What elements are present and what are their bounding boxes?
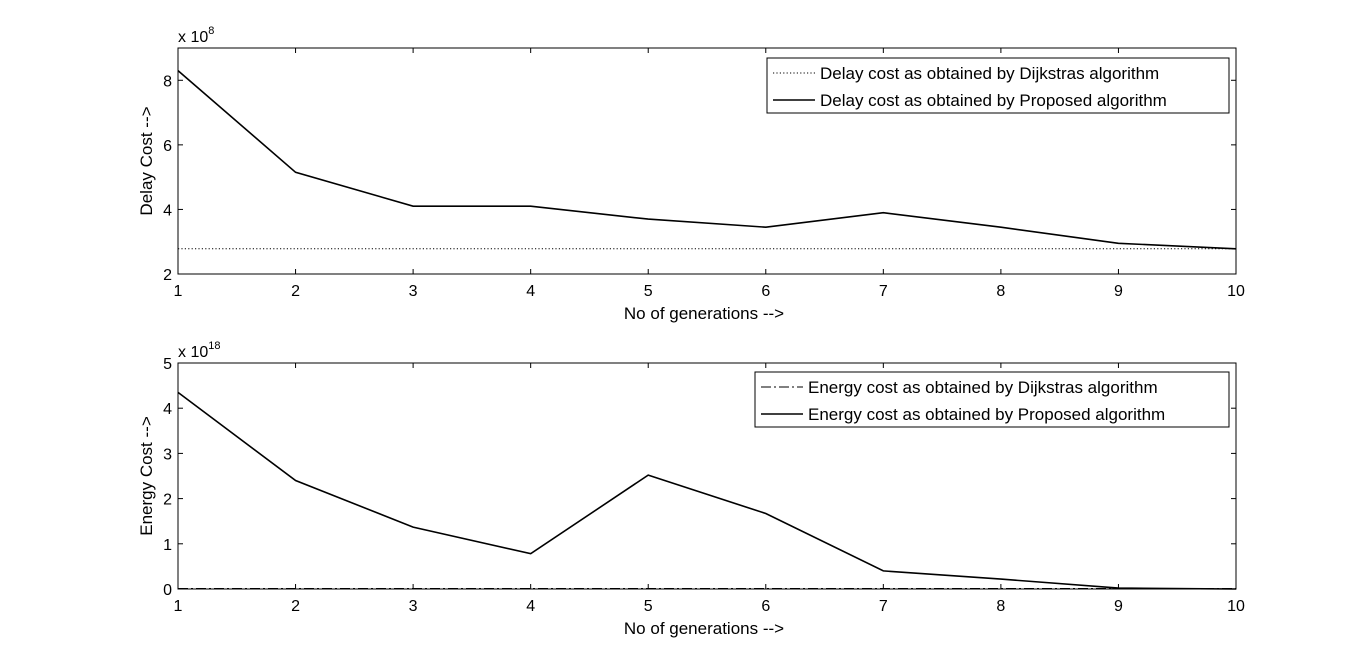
y-tick-label: 5 [163, 356, 172, 373]
exponent-base: x 10 [178, 29, 208, 46]
exponent-label: x 108 [178, 25, 214, 46]
x-axis-label: No of generations --> [624, 619, 784, 638]
y-tick-label: 3 [163, 446, 172, 463]
x-tick-label: 7 [879, 598, 888, 615]
x-tick-label: 5 [644, 598, 653, 615]
x-tick-label: 2 [291, 598, 300, 615]
exponent-power: 8 [208, 25, 214, 37]
y-tick-label: 8 [163, 73, 172, 90]
legend-box [754, 371, 1230, 428]
y-tick-label: 6 [163, 138, 172, 155]
legend-label-0: Energy cost as obtained by Dijkstras alg… [808, 378, 1158, 397]
x-tick-label: 9 [1114, 283, 1123, 300]
x-tick-label: 9 [1114, 598, 1123, 615]
y-tick-label: 4 [163, 401, 172, 418]
legend-label-1: Delay cost as obtained by Proposed algor… [820, 91, 1167, 110]
y-tick-label: 2 [163, 267, 172, 284]
exponent-base: x 10 [178, 344, 208, 361]
y-tick-label: 4 [163, 202, 172, 219]
x-tick-label: 8 [996, 598, 1005, 615]
x-tick-label: 4 [526, 598, 535, 615]
legend-label-1: Energy cost as obtained by Proposed algo… [808, 405, 1165, 424]
x-tick-label: 1 [174, 283, 183, 300]
x-tick-label: 3 [409, 283, 418, 300]
legend-label-0: Delay cost as obtained by Dijkstras algo… [820, 64, 1159, 83]
legend-box [766, 57, 1230, 114]
y-axis-label: Energy Cost --> [137, 416, 156, 536]
y-tick-label: 1 [163, 537, 172, 554]
x-tick-label: 6 [761, 283, 770, 300]
x-tick-label: 1 [174, 598, 183, 615]
y-tick-label: 2 [163, 492, 172, 509]
y-axis-label: Delay Cost --> [137, 106, 156, 215]
exponent-label: x 1018 [178, 340, 221, 361]
x-tick-label: 3 [409, 598, 418, 615]
x-tick-label: 5 [644, 283, 653, 300]
x-tick-label: 10 [1227, 598, 1245, 615]
y-tick-label: 0 [163, 582, 172, 599]
x-tick-label: 2 [291, 283, 300, 300]
x-tick-label: 7 [879, 283, 888, 300]
x-tick-label: 4 [526, 283, 535, 300]
x-axis-label: No of generations --> [624, 304, 784, 323]
series-line-1 [177, 69, 1237, 250]
exponent-power: 18 [208, 340, 220, 352]
x-tick-label: 10 [1227, 283, 1245, 300]
x-tick-label: 6 [761, 598, 770, 615]
plot-frame [177, 47, 1237, 275]
x-tick-label: 8 [996, 283, 1005, 300]
series-line-1 [177, 391, 1237, 590]
